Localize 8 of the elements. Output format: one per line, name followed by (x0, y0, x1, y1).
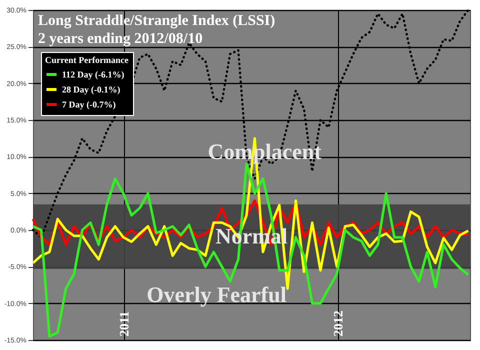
legend-label: 112 Day (-6.1%) (62, 70, 124, 80)
legend-label: 7 Day (-0.7%) (62, 100, 116, 110)
x-tick-label: 2012 (330, 310, 346, 336)
annotation: Overly Fearful (146, 282, 286, 307)
legend-label: 28 Day (-0.1%) (62, 84, 120, 94)
line-series (32, 162, 470, 338)
legend-title: Current Performance (45, 55, 129, 65)
x-tick-label: 2011 (116, 311, 132, 336)
